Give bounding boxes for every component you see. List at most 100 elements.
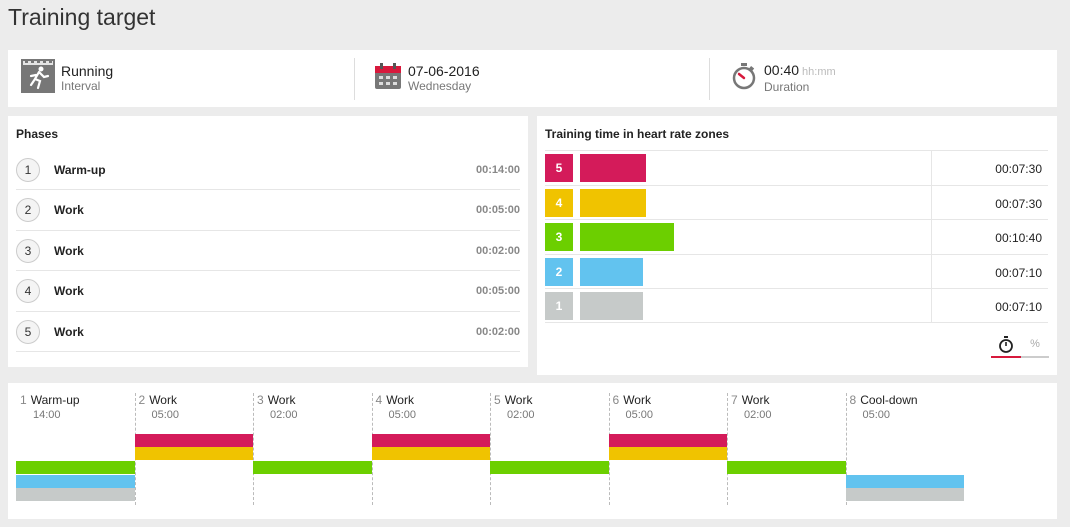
timeline-segment-duration: 05:00: [388, 409, 417, 421]
timeline-segment-duration: 02:00: [507, 409, 535, 421]
phase-name: Warm-up: [54, 162, 106, 177]
zone-row: 2 00:07:10: [545, 253, 1048, 289]
phase-number: 1: [16, 157, 40, 182]
timeline-zone-band-3: [727, 461, 846, 474]
zone-column-divider: [931, 289, 932, 323]
timeline-segment-number: 7: [731, 393, 738, 407]
page-title: Training target: [8, 4, 156, 30]
sport-name: Running: [61, 62, 114, 79]
phase-row[interactable]: 3 Work 00:02:00: [16, 231, 520, 271]
phase-duration: 00:02:00: [475, 244, 520, 257]
zone-number-badge: 3: [545, 223, 573, 251]
timeline-segment-duration: 02:00: [744, 409, 772, 421]
timeline-zone-band-4: [134, 447, 253, 460]
phase-timeline-card: 1 Warm-up 14:00 2 Work 05:00 3 Work 02:00 4 Work 05…: [8, 383, 1057, 519]
date-value: 07-06-2016: [408, 62, 480, 79]
summary-divider: [709, 58, 710, 100]
timeline-segment-duration: 14:00: [33, 409, 61, 421]
timeline-segment-name: Work: [623, 393, 651, 407]
time-view-toggle[interactable]: [991, 336, 1021, 358]
timeline-zone-band-2: [16, 475, 135, 488]
timeline-segment-name: Warm-up: [30, 393, 80, 407]
timeline-segment-duration: 05:00: [862, 409, 891, 421]
timeline-segment-number: 1: [20, 393, 27, 407]
phase-duration: 00:05:00: [475, 285, 520, 297]
timeline-zone-band-1: [845, 488, 964, 501]
phase-duration: 00:02:00: [475, 325, 520, 338]
phase-name: Work: [54, 203, 84, 217]
phase-row[interactable]: 2 Work 00:05:00: [16, 191, 520, 231]
timeline-zone-band-5: [608, 434, 727, 447]
zones-title: Training time in heart rate zones: [545, 127, 730, 141]
zone-time: 00:07:10: [995, 265, 1042, 280]
timeline-segment-divider: [727, 393, 728, 505]
timeline-segment-label: 8 Cool-down: [850, 393, 918, 407]
phases-card: Phases 1 Warm-up 00:14:00 2 Work 00:05:00 3 Wor…: [8, 116, 528, 367]
zone-row: 3 00:10:40: [545, 219, 1048, 254]
zone-row: 5 00:07:30: [545, 150, 1048, 185]
zone-time: 00:07:10: [995, 300, 1042, 314]
phase-number: 3: [16, 238, 40, 263]
zone-row: 1 00:07:10: [545, 288, 1048, 323]
zones-table-bottom-border: [545, 322, 1048, 323]
weekday-value: Wednesday: [408, 78, 472, 93]
timeline-zone-band-2: [845, 475, 964, 488]
stopwatch-icon: [998, 336, 1014, 356]
timeline-segment-label: 3 Work: [257, 393, 295, 407]
timeline-segment-label: 2 Work: [139, 393, 177, 407]
timeline-segment-name: Work: [741, 393, 770, 407]
phase-name: Work: [54, 324, 84, 339]
timeline-segment-label: 4 Work: [376, 393, 414, 407]
timeline-segment-number: 2: [138, 393, 146, 407]
sport-summary: Running Interval: [21, 50, 113, 107]
zone-time-bar: [580, 257, 643, 286]
zone-time-bar: [580, 154, 646, 182]
phase-number: 2: [16, 198, 40, 222]
phase-duration: 00:05:00: [475, 204, 520, 216]
heart-rate-zones-card: Training time in heart rate zones 5 00:07…: [537, 116, 1057, 375]
zone-time-bar: [580, 292, 643, 320]
zone-time: 00:07:30: [995, 162, 1042, 176]
zone-time: 00:07:30: [995, 196, 1042, 211]
timeline-segment-duration: 05:00: [151, 409, 180, 421]
summary-card: Running Interval 07-06-2016 Wednesday: [8, 50, 1057, 107]
timeline-segment-duration: 05:00: [625, 409, 654, 421]
zone-column-divider: [931, 185, 932, 220]
phase-row[interactable]: 1 Warm-up 00:14:00: [16, 150, 520, 190]
zone-column-divider: [931, 254, 932, 289]
timeline-zone-band-5: [134, 434, 253, 447]
phases-title: Phases: [16, 127, 59, 141]
timeline-segment-divider: [490, 393, 491, 505]
timeline-segment-name: Work: [504, 393, 533, 407]
phase-row[interactable]: 4 Work 00:05:00: [16, 272, 520, 312]
timeline-zone-band-4: [608, 447, 727, 460]
timeline-zone-band-1: [16, 488, 135, 501]
timeline-segment-divider: [845, 393, 847, 505]
timeline-segment-label: 5 Work: [494, 393, 532, 407]
phase-number: 4: [16, 279, 40, 303]
phase-duration: 00:14:00: [475, 163, 520, 176]
zone-column-divider: [931, 220, 932, 254]
zone-row: 4 00:07:30: [545, 184, 1048, 220]
phase-name: Work: [54, 284, 84, 298]
zone-time: 00:10:40: [995, 231, 1042, 245]
timeline-segment-divider: [253, 393, 254, 505]
zone-number-badge: 1: [545, 292, 573, 320]
timeline-zone-band-3: [253, 461, 372, 474]
timeline-segment-number: 5: [494, 393, 501, 407]
timeline-segment-name: Work: [267, 393, 296, 407]
timeline-segment-label: 1 Warm-up: [20, 393, 80, 407]
zone-time-bar: [580, 188, 646, 217]
timeline-segment-name: Work: [149, 393, 177, 407]
zone-number-badge: 2: [545, 257, 573, 286]
zone-column-divider: [931, 151, 932, 185]
timeline-segment-number: 3: [257, 393, 264, 407]
calendar-icon: [374, 62, 402, 95]
timeline-segment-name: Work: [386, 393, 414, 407]
zone-time-bar: [580, 223, 674, 251]
stopwatch-icon: [730, 62, 758, 95]
timeline-zone-band-3: [16, 461, 135, 474]
timeline-segment-name: Cool-down: [860, 393, 918, 407]
percent-view-toggle[interactable]: %: [1021, 336, 1049, 358]
phase-row[interactable]: 5 Work 00:02:00: [16, 312, 520, 352]
